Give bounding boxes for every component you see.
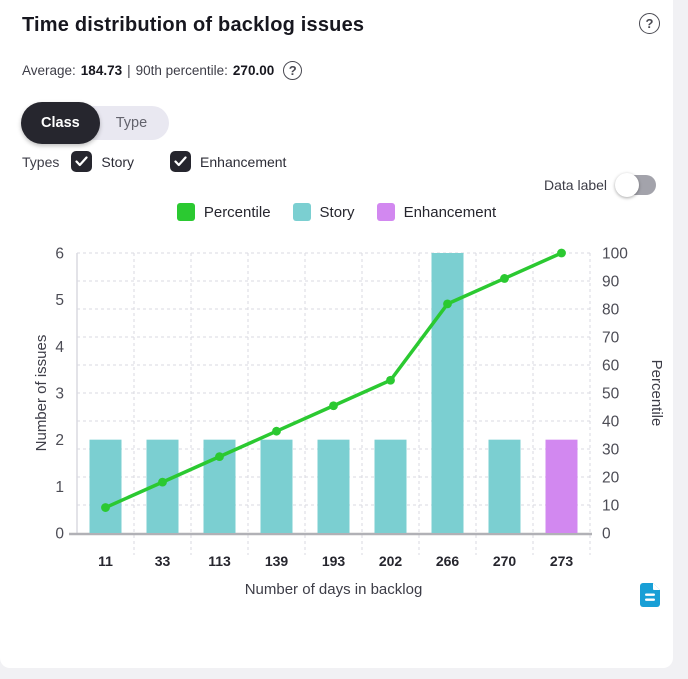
left-axis-tick: 2 — [55, 432, 64, 449]
x-axis-category: 113 — [208, 553, 231, 569]
chart-card: Time distribution of backlog issues ? Av… — [0, 0, 673, 668]
export-report-icon[interactable] — [640, 583, 660, 612]
story-checkbox[interactable] — [71, 151, 93, 172]
types-label: Types — [22, 153, 60, 170]
right-axis-tick: 0 — [602, 526, 611, 543]
right-axis-tick: 80 — [602, 302, 620, 319]
data-label-row: Data label — [544, 173, 657, 197]
right-axis-tick: 100 — [602, 246, 628, 263]
bar-enhancement[interactable] — [545, 439, 578, 533]
data-label-toggle[interactable] — [615, 173, 657, 197]
data-label-text: Data label — [544, 177, 608, 193]
enhancement-checkbox-label: Enhancement — [200, 153, 287, 170]
checkmark-icon — [174, 156, 187, 167]
line-marker[interactable] — [158, 477, 167, 487]
class-type-segmented-control: Class Type — [21, 102, 170, 144]
bar-story[interactable] — [89, 439, 122, 533]
summary-help-icon[interactable]: ? — [283, 61, 303, 80]
legend-item-story[interactable]: Story — [292, 203, 355, 221]
x-axis-category: 270 — [493, 553, 517, 569]
x-axis-category: 202 — [379, 553, 403, 569]
line-marker[interactable] — [329, 401, 338, 411]
page-title: Time distribution of backlog issues — [22, 14, 365, 36]
right-axis-tick: 50 — [602, 386, 620, 403]
right-axis-tick: 20 — [602, 470, 620, 487]
percentile-label: 90th percentile: — [135, 63, 228, 78]
x-axis-category: 273 — [550, 553, 574, 569]
left-axis-tick: 5 — [55, 292, 64, 309]
bar-story[interactable] — [431, 253, 464, 533]
x-axis-category: 11 — [98, 553, 113, 569]
right-axis-tick: 40 — [602, 414, 620, 431]
checkmark-icon — [75, 156, 88, 167]
x-axis-category: 193 — [322, 553, 346, 569]
types-filter: Types Story Enhancement — [22, 151, 322, 172]
segment-option-class[interactable]: Class — [21, 102, 100, 144]
left-axis-title: Number of issues — [33, 335, 50, 452]
average-value: 184.73 — [80, 63, 123, 78]
left-axis-tick: 3 — [55, 386, 64, 403]
right-axis-tick: 90 — [602, 274, 620, 291]
story-swatch — [292, 203, 311, 221]
left-axis-tick: 6 — [55, 246, 64, 263]
legend-label: Percentile — [203, 203, 271, 221]
left-axis-tick: 1 — [55, 479, 64, 496]
chart-area: 0 1 2 3 4 5 6 0 10 20 30 40 50 60 70 80 90 100 11 33 113 139 1… — [0, 230, 688, 625]
percentile-swatch — [176, 203, 195, 221]
summary-stats: Average: 184.73 | 90th percentile: 270.0… — [22, 61, 303, 80]
separator: | — [127, 63, 131, 78]
right-axis-tick: 30 — [602, 442, 620, 459]
bar-story[interactable] — [374, 439, 407, 533]
toggle-knob — [615, 173, 640, 197]
right-axis-title: Percentile — [648, 360, 665, 427]
x-axis-category: 266 — [436, 553, 460, 569]
bar-story[interactable] — [260, 439, 293, 533]
line-marker[interactable] — [557, 248, 566, 258]
line-marker[interactable] — [272, 426, 281, 436]
line-marker[interactable] — [386, 375, 395, 385]
right-axis-tick: 60 — [602, 358, 620, 375]
line-marker[interactable] — [443, 299, 452, 309]
enhancement-checkbox[interactable] — [170, 151, 192, 172]
legend-item-percentile[interactable]: Percentile — [176, 203, 271, 221]
left-axis-tick: 4 — [55, 339, 64, 356]
x-axis-category: 33 — [155, 553, 171, 569]
chart-legend: Percentile Story Enhancement — [0, 203, 673, 221]
document-icon — [640, 583, 660, 607]
line-marker[interactable] — [215, 452, 224, 462]
percentile-value: 270.00 — [232, 63, 275, 78]
line-marker[interactable] — [500, 274, 509, 283]
line-marker[interactable] — [101, 503, 110, 512]
enhancement-swatch — [376, 203, 395, 221]
legend-label: Story — [319, 203, 355, 221]
left-axis-tick: 0 — [55, 526, 64, 543]
legend-label: Enhancement — [403, 203, 497, 221]
x-axis-category: 139 — [265, 553, 289, 569]
bar-story[interactable] — [488, 439, 521, 533]
average-label: Average: — [22, 63, 76, 78]
x-axis-title: Number of days in backlog — [245, 581, 423, 598]
right-axis-tick: 10 — [602, 498, 620, 515]
segment-option-type[interactable]: Type — [115, 115, 148, 131]
legend-item-enhancement[interactable]: Enhancement — [376, 203, 497, 221]
right-axis-tick: 70 — [602, 330, 620, 347]
story-checkbox-label: Story — [101, 153, 135, 170]
help-icon[interactable]: ? — [639, 13, 660, 34]
bar-story[interactable] — [317, 439, 350, 533]
